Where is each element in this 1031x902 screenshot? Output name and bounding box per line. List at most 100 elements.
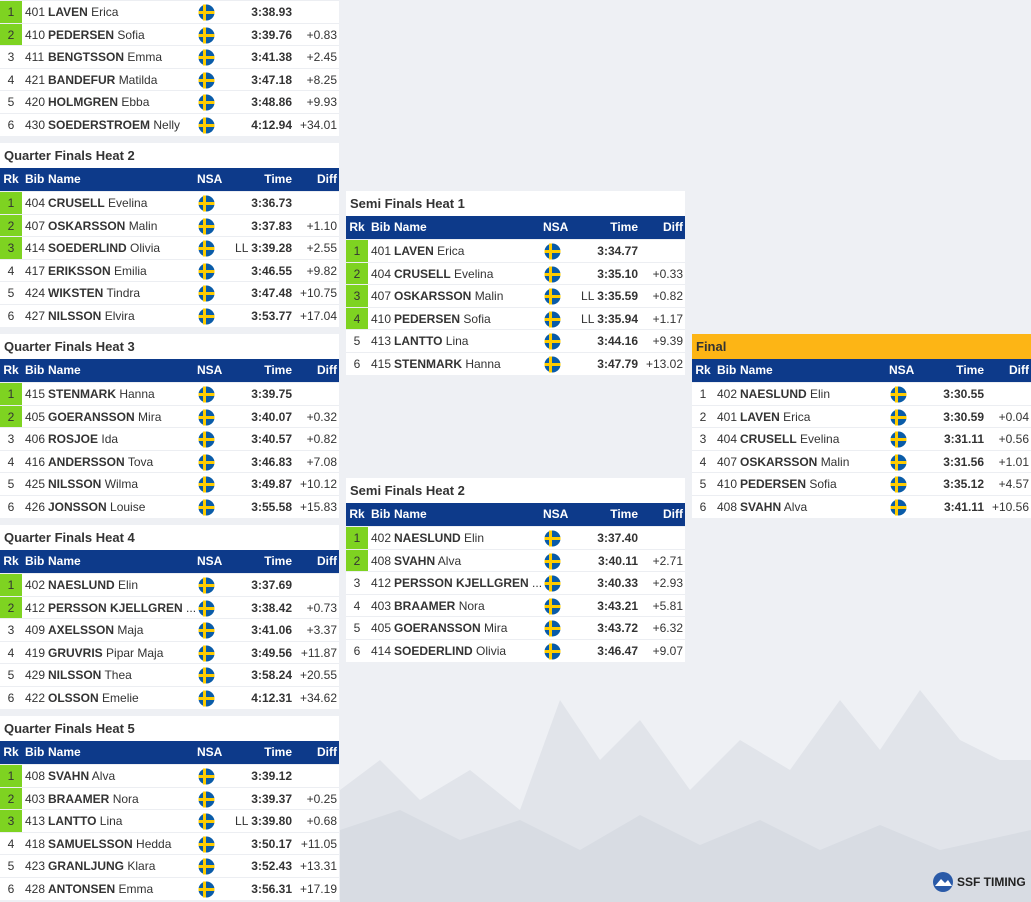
bib: 415 [371, 356, 392, 371]
rank: 3 [7, 50, 15, 65]
last-name: PEDERSEN [48, 27, 115, 42]
athlete-name: OSKARSSON Malin [48, 215, 198, 237]
result-row: 6 414 SOEDERLIND Olivia 3:46.47 +9.07 [346, 638, 685, 662]
column-header: Diff [317, 554, 337, 568]
result-row: 3 412 PERSSON KJELLGREN ... 3:40.33 +2.93 [346, 571, 685, 594]
time: 3:53.77 [251, 305, 292, 327]
time: 3:34.77 [597, 240, 638, 262]
time-value: 3:35.12 [943, 477, 984, 492]
last-name: BRAAMER [394, 598, 456, 613]
bib: 408 [371, 553, 392, 568]
time-value: 3:49.87 [251, 477, 292, 492]
header-row: Rk Bib Name NSA Time Diff [346, 503, 685, 526]
column-header: Diff [663, 220, 683, 234]
bib: 416 [25, 454, 46, 469]
time-value: 4:12.31 [251, 690, 292, 705]
diff: +34.01 [299, 117, 337, 132]
time-value: 3:35.94 [597, 311, 638, 326]
result-row: 5 423 GRANLJUNG Klara 3:52.43 +13.31 [0, 854, 339, 877]
column-header: NSA [543, 220, 569, 234]
result-row: 4 419 GRUVRIS Pipar Maja 3:49.56 +11.87 [0, 640, 339, 664]
time: 3:47.48 [251, 282, 292, 304]
athlete-name: NILSSON Elvira [48, 305, 198, 327]
column-header: Name [394, 220, 427, 234]
time: 3:41.38 [251, 46, 292, 68]
athlete-name: BRAAMER Nora [394, 595, 544, 617]
time: 3:47.18 [251, 69, 292, 91]
result-row: 1 408 SVAHN Alva 3:39.12 [0, 764, 339, 787]
time: 3:38.93 [251, 1, 292, 23]
first-name: Nelly [153, 117, 181, 132]
header-row: Rk Bib Name NSA Time Diff [692, 359, 1031, 382]
column-header: NSA [197, 745, 223, 759]
rank: 3 [699, 432, 707, 447]
result-row: 6 428 ANTONSEN Emma 3:56.31 +17.19 [0, 876, 339, 900]
result-row: 3 407 OSKARSSON Malin LL 3:35.59 +0.82 [346, 284, 685, 307]
time: 4:12.94 [251, 114, 292, 136]
time-value: 3:41.06 [251, 623, 292, 638]
first-name: Malin [128, 218, 158, 233]
athlete-name: NILSSON Wilma [48, 473, 198, 495]
athlete-name: LAVEN Erica [394, 240, 544, 262]
first-name: Wilma [104, 477, 139, 492]
result-row: 1 402 NAESLUND Elin 3:37.69 [0, 573, 339, 596]
last-name: SVAHN [48, 769, 90, 783]
time: 3:52.43 [251, 855, 292, 877]
last-name: OLSSON [48, 690, 99, 705]
time: 3:39.12 [251, 765, 292, 787]
last-name: LAVEN [740, 409, 780, 424]
flag [890, 476, 907, 493]
result-row: 1 415 STENMARK Hanna 3:39.75 [0, 382, 339, 405]
first-name: Emma [127, 50, 163, 65]
bib: 402 [25, 578, 46, 592]
first-name: Nora [458, 598, 485, 613]
column-header: Bib [25, 554, 45, 568]
rank: 4 [7, 836, 15, 851]
result-row: 3 413 LANTTO Lina LL 3:39.80 +0.68 [0, 809, 339, 832]
flag [198, 836, 215, 853]
flag [198, 476, 215, 493]
time-value: 3:47.79 [597, 356, 638, 371]
flag [198, 667, 215, 684]
athlete-name: JONSSON Louise [48, 496, 198, 518]
diff: +0.25 [306, 791, 337, 806]
lucky-loser: LL [235, 241, 248, 256]
bib: 411 [25, 50, 45, 65]
first-name: Alva [91, 769, 116, 783]
diff: +0.73 [306, 600, 337, 615]
flag [890, 454, 907, 471]
flag [198, 117, 215, 134]
heat-title: Semi Finals Heat 2 [346, 478, 685, 503]
athlete-name: SVAHN Alva [394, 550, 544, 572]
time-value: 3:40.11 [597, 553, 638, 568]
result-row: 4 417 ERIKSSON Emilia 3:46.55 +9.82 [0, 258, 339, 282]
last-name: NAESLUND [394, 531, 461, 545]
flag [198, 881, 215, 898]
time-value: 3:37.69 [251, 578, 292, 592]
last-name: GRANLJUNG [48, 859, 125, 874]
heat-title: Semi Finals Heat 1 [346, 191, 685, 216]
diff: +0.82 [306, 432, 337, 447]
athlete-name: NILSSON Thea [48, 664, 198, 686]
bib: 401 [717, 409, 738, 424]
first-name: Olivia [130, 241, 161, 256]
result-row: 4 407 OSKARSSON Malin 3:31.56 +1.01 [692, 449, 1031, 473]
diff: +9.07 [652, 643, 683, 658]
athlete-name: ANTONSEN Emma [48, 878, 198, 900]
result-row: 2 410 PEDERSEN Sofia 3:39.76 +0.83 [0, 22, 339, 46]
flag [198, 431, 215, 448]
first-name: Mira [138, 409, 162, 424]
athlete-name: CRUSELL Evelina [394, 263, 544, 285]
rank: 1 [346, 527, 368, 549]
bib: 404 [371, 266, 392, 281]
result-row: 5 429 NILSSON Thea 3:58.24 +20.55 [0, 663, 339, 686]
last-name: SAMUELSSON [48, 836, 133, 851]
result-row: 6 415 STENMARK Hanna 3:47.79 +13.02 [346, 351, 685, 375]
time: 3:35.10 [597, 263, 638, 285]
heat-title: Quarter Finals Heat 2 [0, 143, 339, 168]
diff: +8.25 [306, 72, 337, 87]
athlete-name: OLSSON Emelie [48, 687, 198, 709]
result-row: 1 404 CRUSELL Evelina 3:36.73 [0, 191, 339, 214]
